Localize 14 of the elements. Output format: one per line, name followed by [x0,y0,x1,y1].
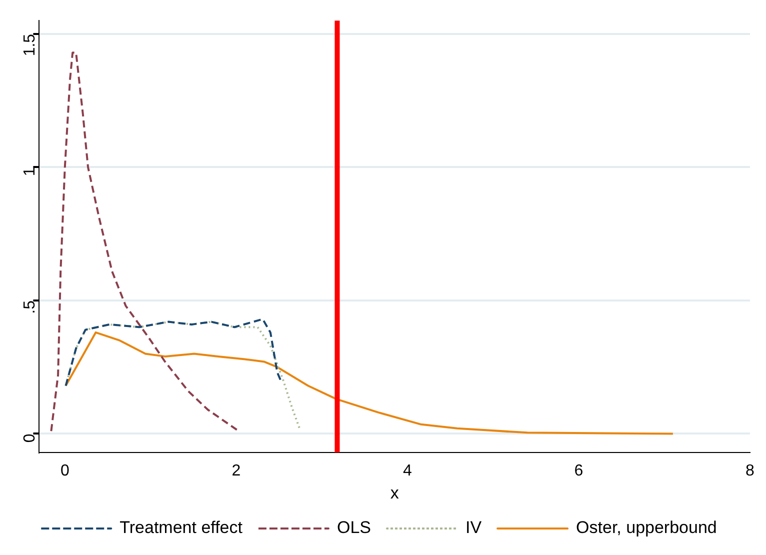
x-tick-label: 4 [402,462,412,480]
legend-label: Treatment effect [120,518,243,538]
legend-label: IV [465,518,482,538]
x-tick-label: 0 [60,462,70,480]
x-tick-label: 2 [232,462,241,480]
y-tick-label: 1 [22,167,39,176]
y-tick-label: 1.5 [22,34,39,56]
x-tick-label: 6 [574,462,584,480]
x-tick-label: 8 [746,462,755,480]
x-axis-title: x [390,483,400,502]
y-tick-label: .5 [22,300,39,314]
legend-label: OLS [336,518,371,538]
y-tick-label: 0 [22,434,39,443]
legend-label: Oster, upperbound [576,518,717,538]
